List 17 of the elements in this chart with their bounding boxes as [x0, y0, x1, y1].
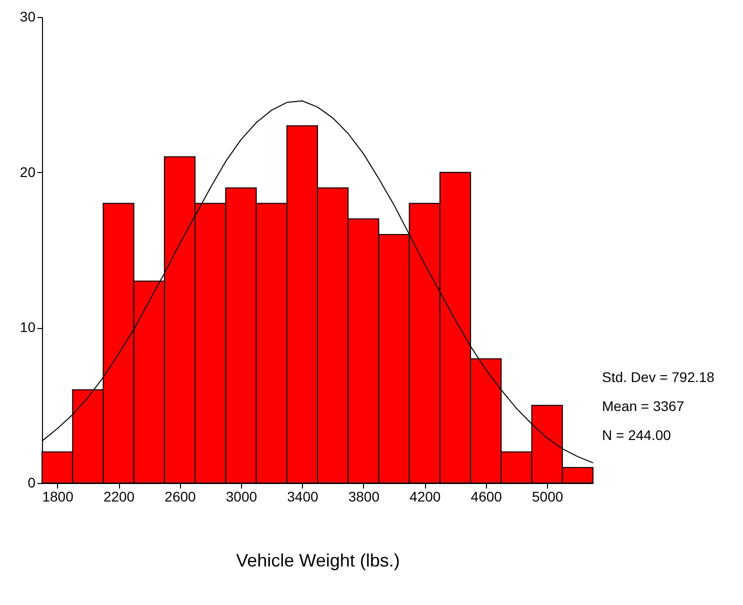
x-tick-label: 4200: [410, 488, 441, 504]
x-tick-label: 4600: [470, 488, 502, 504]
y-tick-label: 0: [28, 474, 36, 490]
y-tick-label: 20: [20, 164, 36, 180]
x-tick-label: 3800: [348, 488, 380, 504]
x-tick-label: 2200: [103, 488, 135, 504]
x-tick-label: 3000: [226, 488, 258, 504]
x-tick-label: 1800: [42, 488, 74, 504]
x-axis-title: Vehicle Weight (lbs.): [236, 550, 400, 570]
text: Mean = 3367: [602, 398, 684, 414]
x-tick-label: 5000: [532, 488, 564, 504]
x-tick-label: 2600: [164, 488, 196, 504]
text: N = 244.00: [602, 427, 672, 444]
x-tick-label: 3400: [287, 488, 318, 504]
text: Std. Dev = 792.18: [602, 369, 715, 386]
y-tick-label: 10: [20, 319, 36, 336]
y-tick-label: 30: [20, 8, 36, 24]
